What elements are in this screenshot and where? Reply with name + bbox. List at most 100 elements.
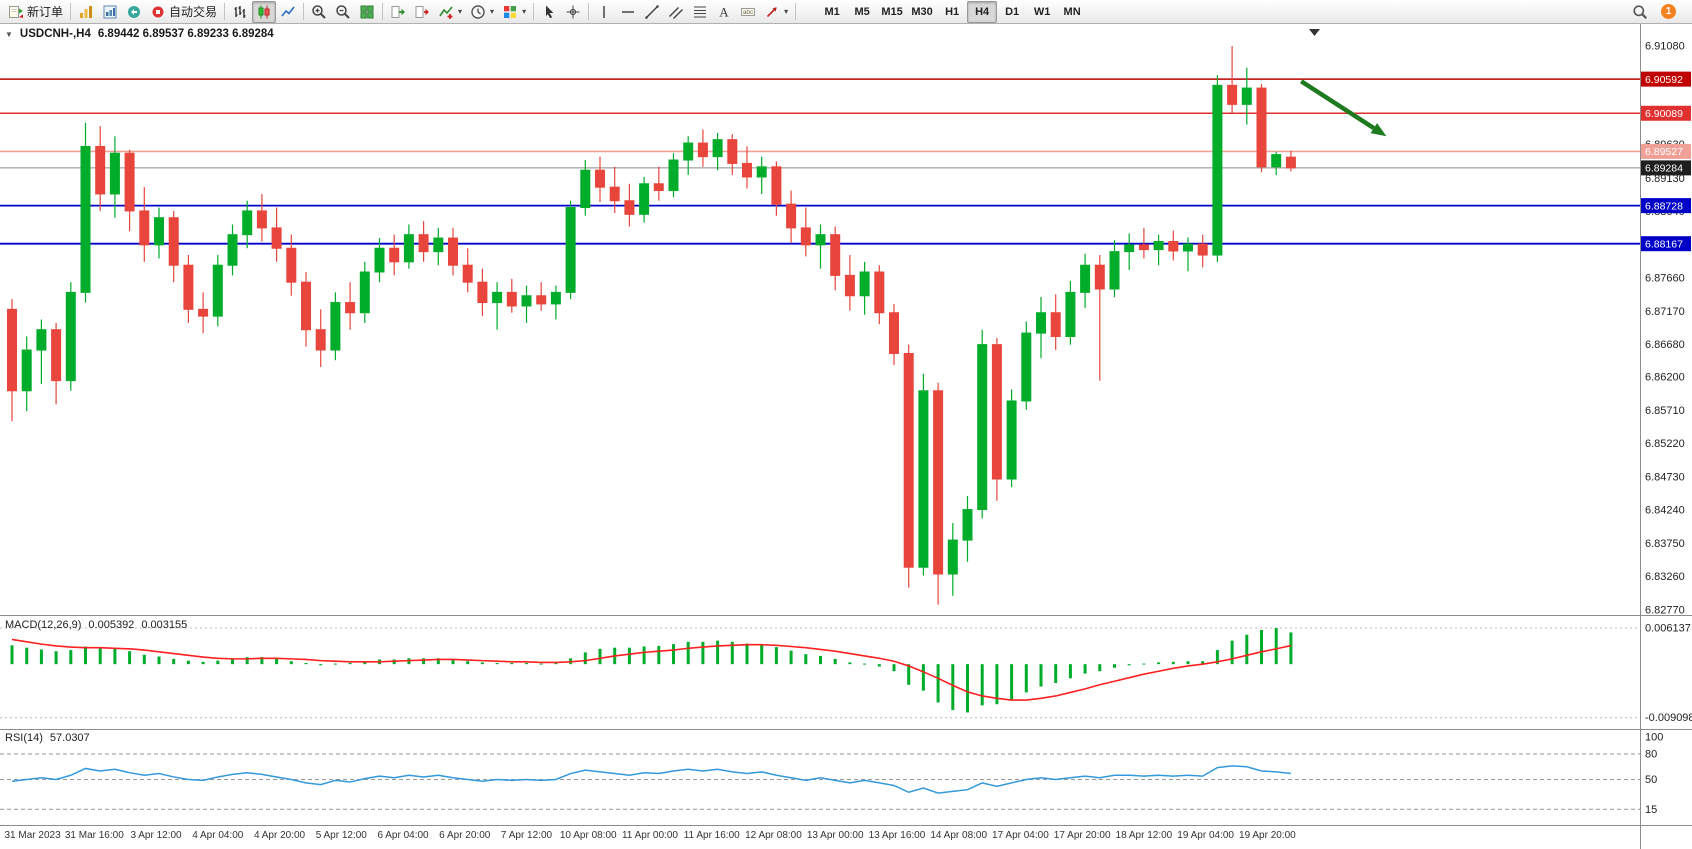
- fibonacci-button[interactable]: [688, 1, 712, 23]
- toolbar-separator: [303, 3, 305, 20]
- one-click-trading-toggle[interactable]: ▼: [5, 29, 13, 39]
- profiles-button[interactable]: [98, 1, 122, 23]
- crosshair-icon: [566, 5, 580, 18]
- profiles-icon: [103, 5, 117, 18]
- notification-badge[interactable]: 1: [1661, 4, 1676, 19]
- timeframe-mn-button[interactable]: MN: [1063, 5, 1081, 18]
- periods-button[interactable]: ▾: [466, 1, 498, 23]
- indicators-button[interactable]: ▾: [434, 1, 466, 23]
- timeframe-m5-button[interactable]: M5: [854, 5, 870, 18]
- timeframe-h1-button[interactable]: H1: [945, 5, 960, 18]
- timeframe-m1-button[interactable]: M1: [824, 5, 840, 18]
- price-axis-label: 6.89130: [1645, 173, 1685, 185]
- line-chart-icon: [281, 6, 295, 16]
- zoom-out-button[interactable]: [331, 1, 355, 23]
- price-axis-label: 6.86200: [1645, 372, 1685, 384]
- channel-button[interactable]: [664, 1, 688, 23]
- price-axis-label: 6.87170: [1645, 306, 1685, 318]
- svg-text:6.89284: 6.89284: [1645, 163, 1683, 175]
- trendline-button[interactable]: [640, 1, 664, 23]
- price-axis-label: 6.85710: [1645, 405, 1685, 417]
- time-axis-label: 10 Apr 08:00: [559, 830, 617, 841]
- hline-button[interactable]: [616, 1, 640, 23]
- trend-arrow-annotation[interactable]: [1299, 79, 1387, 137]
- panel-dividers: [0, 24, 1692, 849]
- svg-text:6.88728: 6.88728: [1645, 200, 1683, 212]
- toolbar-right: 1: [1628, 1, 1688, 23]
- price-axis-label: 6.83750: [1645, 538, 1685, 550]
- svg-text:abc: abc: [743, 9, 754, 16]
- toolbar-separator: [70, 3, 72, 20]
- price-axis-label: 6.82770: [1645, 605, 1685, 617]
- time-axis-label: 11 Apr 00:00: [621, 830, 678, 841]
- zoom-in-icon: [312, 4, 326, 19]
- svg-text:A: A: [719, 4, 729, 19]
- timeframe-w1-button[interactable]: W1: [1033, 5, 1051, 18]
- toolbar-separator: [588, 3, 590, 20]
- timeframe-d1-button[interactable]: D1: [1005, 5, 1020, 18]
- label-button[interactable]: abc: [736, 1, 760, 23]
- hline-icon: [622, 10, 635, 13]
- tile-windows-button[interactable]: [355, 1, 379, 23]
- text-icon: A: [719, 4, 729, 19]
- price-axis[interactable]: 6.910806.896306.891306.886406.881506.876…: [1645, 41, 1685, 617]
- rsi-indicator-label: RSI(14) 57.0307: [5, 732, 90, 744]
- crosshair-button[interactable]: [561, 1, 585, 23]
- templates-button[interactable]: ▾: [498, 1, 530, 23]
- channel-icon: [669, 6, 684, 19]
- auto-trading-button[interactable]: 自动交易: [146, 1, 221, 23]
- price-axis-label: 6.84730: [1645, 471, 1685, 483]
- time-axis-label: 6 Apr 20:00: [439, 830, 491, 841]
- macd-name: MACD(12,26,9): [5, 619, 82, 631]
- timeframe-group: M1 M5 M15 M30 H1 H4 D1 W1 MN: [817, 0, 1087, 23]
- price-badge: 6.90592: [1641, 71, 1691, 87]
- vline-button[interactable]: [592, 1, 616, 23]
- chart-shift-marker[interactable]: [1309, 29, 1320, 36]
- time-axis[interactable]: 31 Mar 2023 31 Mar 16:00 3 Apr 12:00 4 Apr …: [0, 827, 1640, 849]
- community-icon: [128, 5, 141, 18]
- time-axis-label: 3 Apr 12:00: [130, 830, 182, 841]
- search-button[interactable]: [1628, 1, 1652, 23]
- trendline-icon: [645, 4, 659, 19]
- time-axis-label: 12 Apr 08:00: [745, 830, 802, 841]
- price-axis-label: 6.84240: [1645, 505, 1685, 517]
- new-order-button[interactable]: 新订单: [4, 1, 67, 23]
- price-axis-label: 6.87660: [1645, 273, 1685, 285]
- chart-shift-icon: [415, 5, 430, 18]
- macd-signal-value: 0.003155: [141, 619, 188, 631]
- arrows-button[interactable]: ▾: [760, 1, 792, 23]
- toolbar-separator: [224, 3, 226, 20]
- chart-shift-button[interactable]: [410, 1, 434, 23]
- rsi-name: RSI(14): [5, 732, 43, 744]
- rsi-line: [11, 765, 1291, 794]
- timeframe-m30-button[interactable]: M30: [911, 5, 933, 18]
- time-axis-label: 6 Apr 04:00: [377, 830, 429, 841]
- toolbar-separator: [533, 3, 535, 20]
- time-axis-label: 31 Mar 16:00: [64, 830, 124, 841]
- auto-scroll-button[interactable]: [386, 1, 410, 23]
- toolbar-separator: [795, 3, 797, 20]
- price-axis-label: 6.86680: [1645, 339, 1685, 351]
- text-button[interactable]: A: [712, 1, 736, 23]
- rsi-axis-label: 100: [1645, 732, 1663, 744]
- search-icon: [1633, 4, 1647, 19]
- svg-text:6.89527: 6.89527: [1645, 146, 1683, 158]
- auto-trading-label: 自动交易: [169, 5, 218, 19]
- bar-chart-icon: [234, 5, 246, 18]
- arrows-icon: [767, 6, 777, 17]
- time-axis-label: 17 Apr 04:00: [992, 830, 1049, 841]
- zoom-in-button[interactable]: [307, 1, 331, 23]
- cursor-button[interactable]: [537, 1, 561, 23]
- line-chart-button[interactable]: [276, 1, 300, 23]
- new-order-label: 新订单: [27, 5, 64, 19]
- community-button[interactable]: [122, 1, 146, 23]
- new-chart-button[interactable]: [74, 1, 98, 23]
- candlesticks-button[interactable]: [252, 0, 277, 23]
- bar-chart-button[interactable]: [228, 1, 252, 23]
- macd-axis-label: -0.009098: [1645, 712, 1692, 724]
- timeframe-m15-button[interactable]: M15: [881, 5, 903, 18]
- time-axis-label: 11 Apr 16:00: [683, 830, 740, 841]
- timeframe-h4-button[interactable]: H4: [967, 0, 998, 23]
